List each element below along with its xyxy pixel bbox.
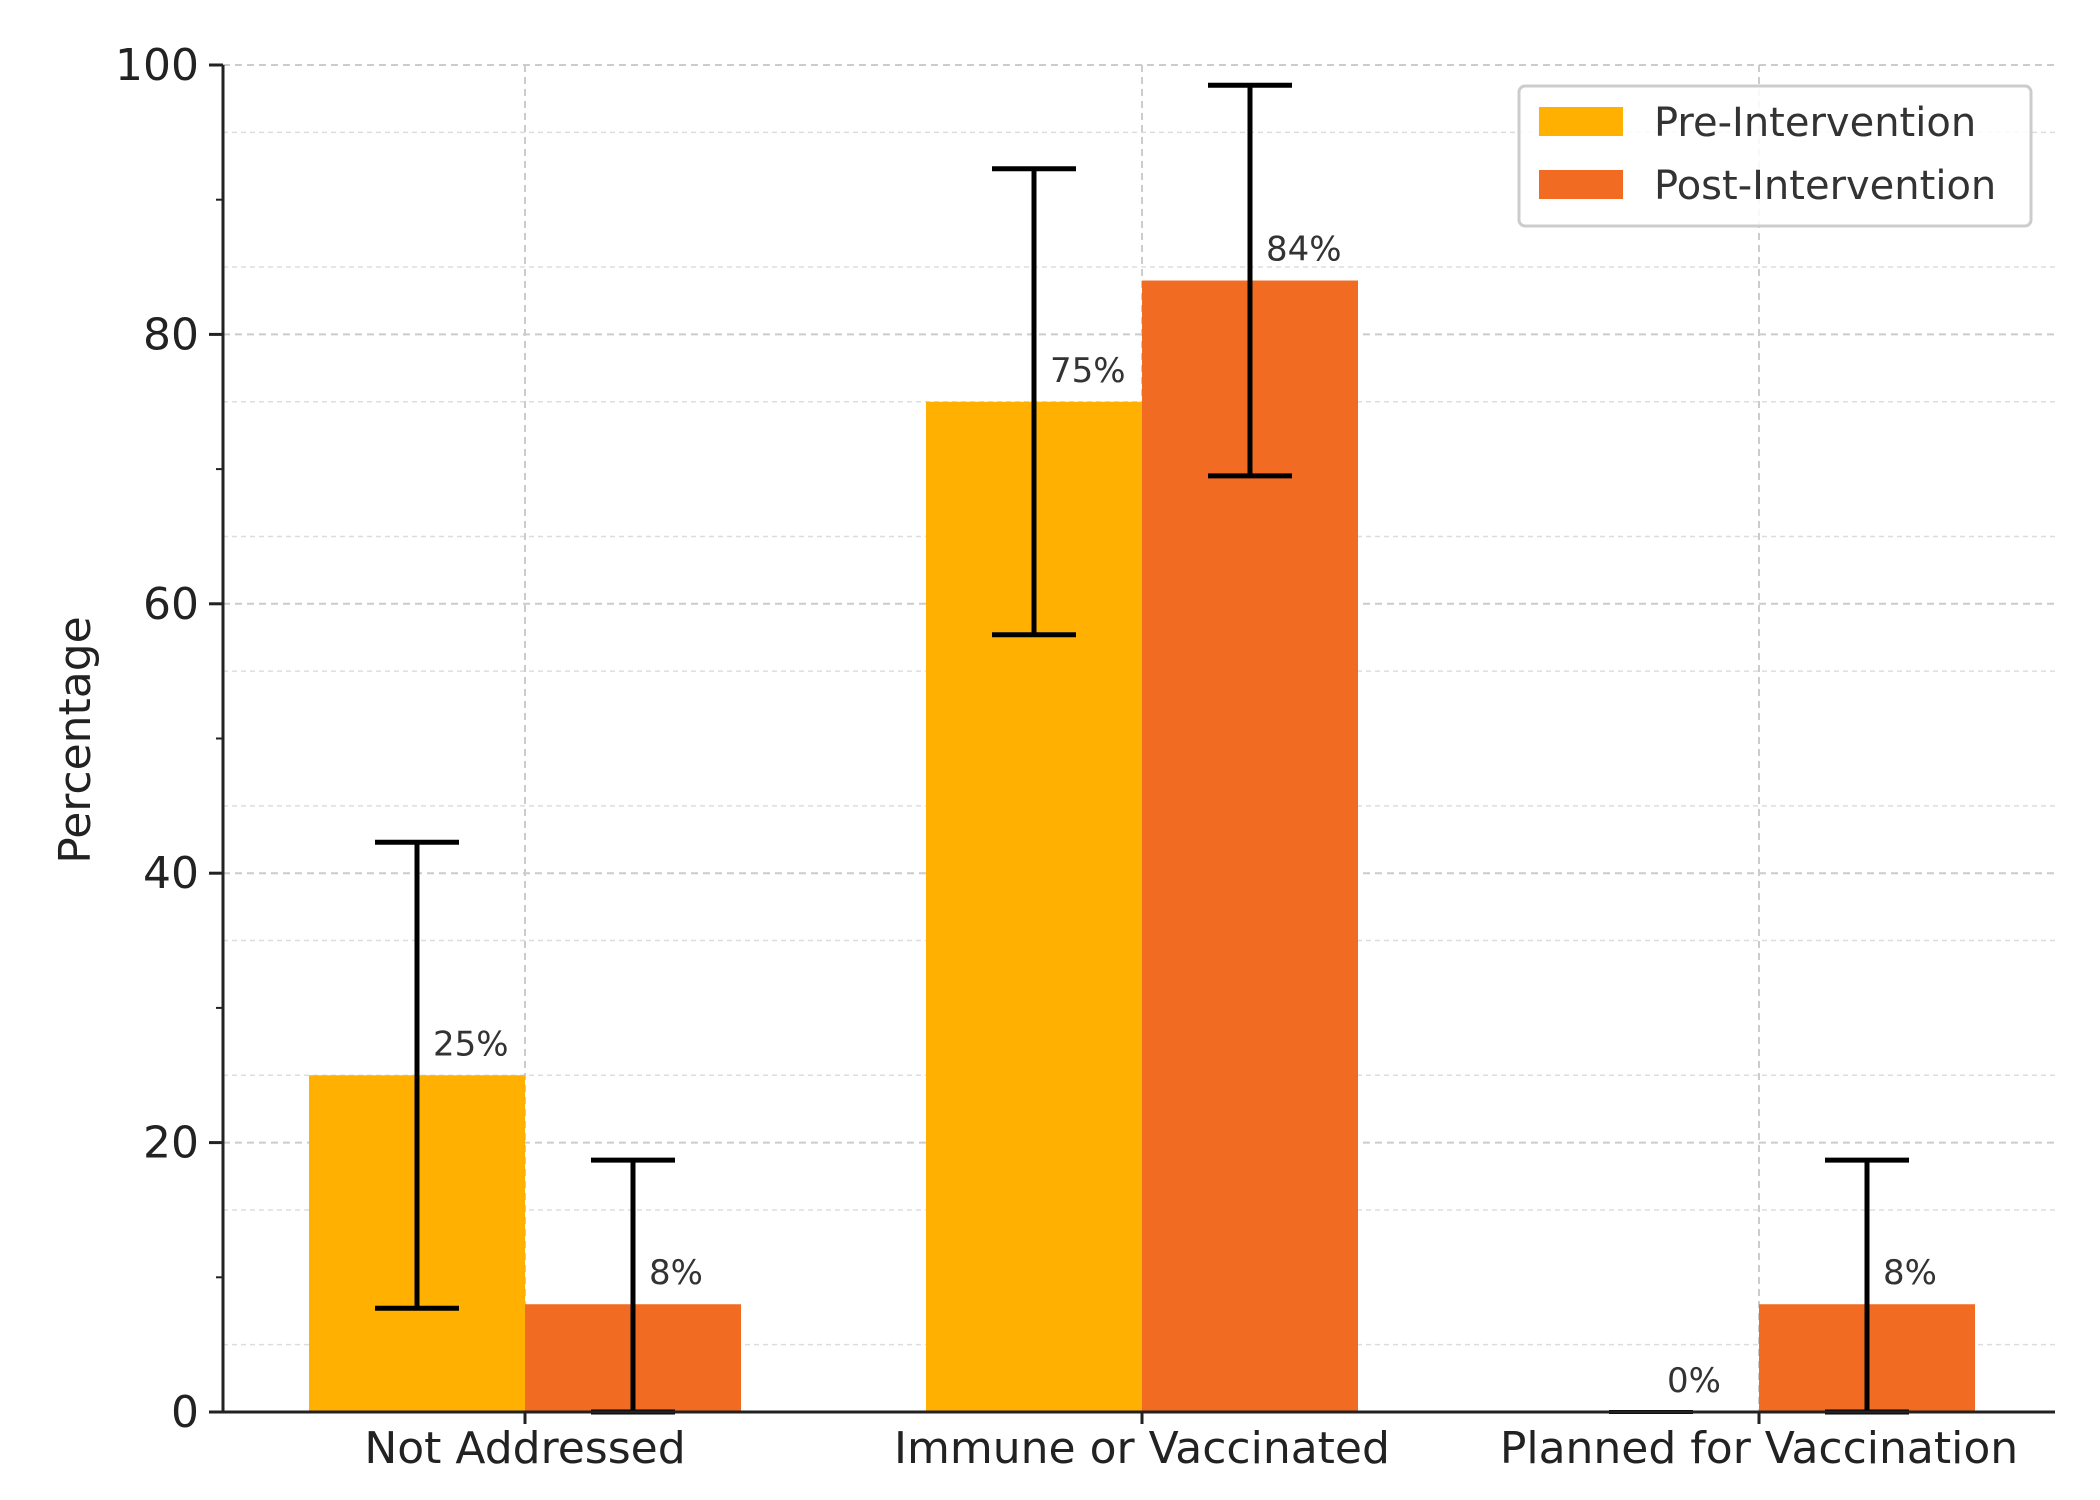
legend-swatch-post-intervention — [1539, 170, 1623, 199]
y-axis-ticks: 0 20 40 60 80 100 — [115, 40, 223, 1438]
data-label: 75% — [1050, 351, 1126, 391]
data-label: 0% — [1667, 1361, 1721, 1401]
y-tick-label: 100 — [115, 40, 199, 91]
x-axis-ticks: Not Addressed Immune or Vaccinated Planned… — [364, 1412, 2018, 1474]
legend-label-pre-intervention: Pre-Intervention — [1654, 100, 1976, 146]
data-label: 8% — [649, 1253, 703, 1293]
legend-swatch-pre-intervention — [1539, 107, 1623, 136]
data-label: 25% — [433, 1024, 509, 1064]
legend-frame — [1517, 84, 2033, 228]
y-tick-label: 0 — [171, 1387, 199, 1438]
y-axis-label: Percentage — [50, 616, 101, 864]
y-tick-label: 60 — [143, 579, 199, 630]
y-tick-label: 20 — [143, 1118, 199, 1169]
legend-label-post-intervention: Post-Intervention — [1654, 163, 1996, 209]
x-tick-label: Immune or Vaccinated — [894, 1423, 1390, 1474]
y-tick-label: 80 — [143, 309, 199, 360]
data-label: 84% — [1266, 230, 1342, 270]
legend: Pre-Intervention Post-Intervention — [1517, 84, 2033, 228]
x-tick-label: Not Addressed — [364, 1423, 685, 1474]
error-bars — [375, 82, 1909, 1415]
x-tick-label: Planned for Vaccination — [1500, 1423, 2018, 1474]
data-label: 8% — [1883, 1253, 1937, 1293]
data-labels: 25% 75% 0% 8% 84% 8% — [433, 230, 1937, 1401]
y-tick-label: 40 — [143, 848, 199, 899]
